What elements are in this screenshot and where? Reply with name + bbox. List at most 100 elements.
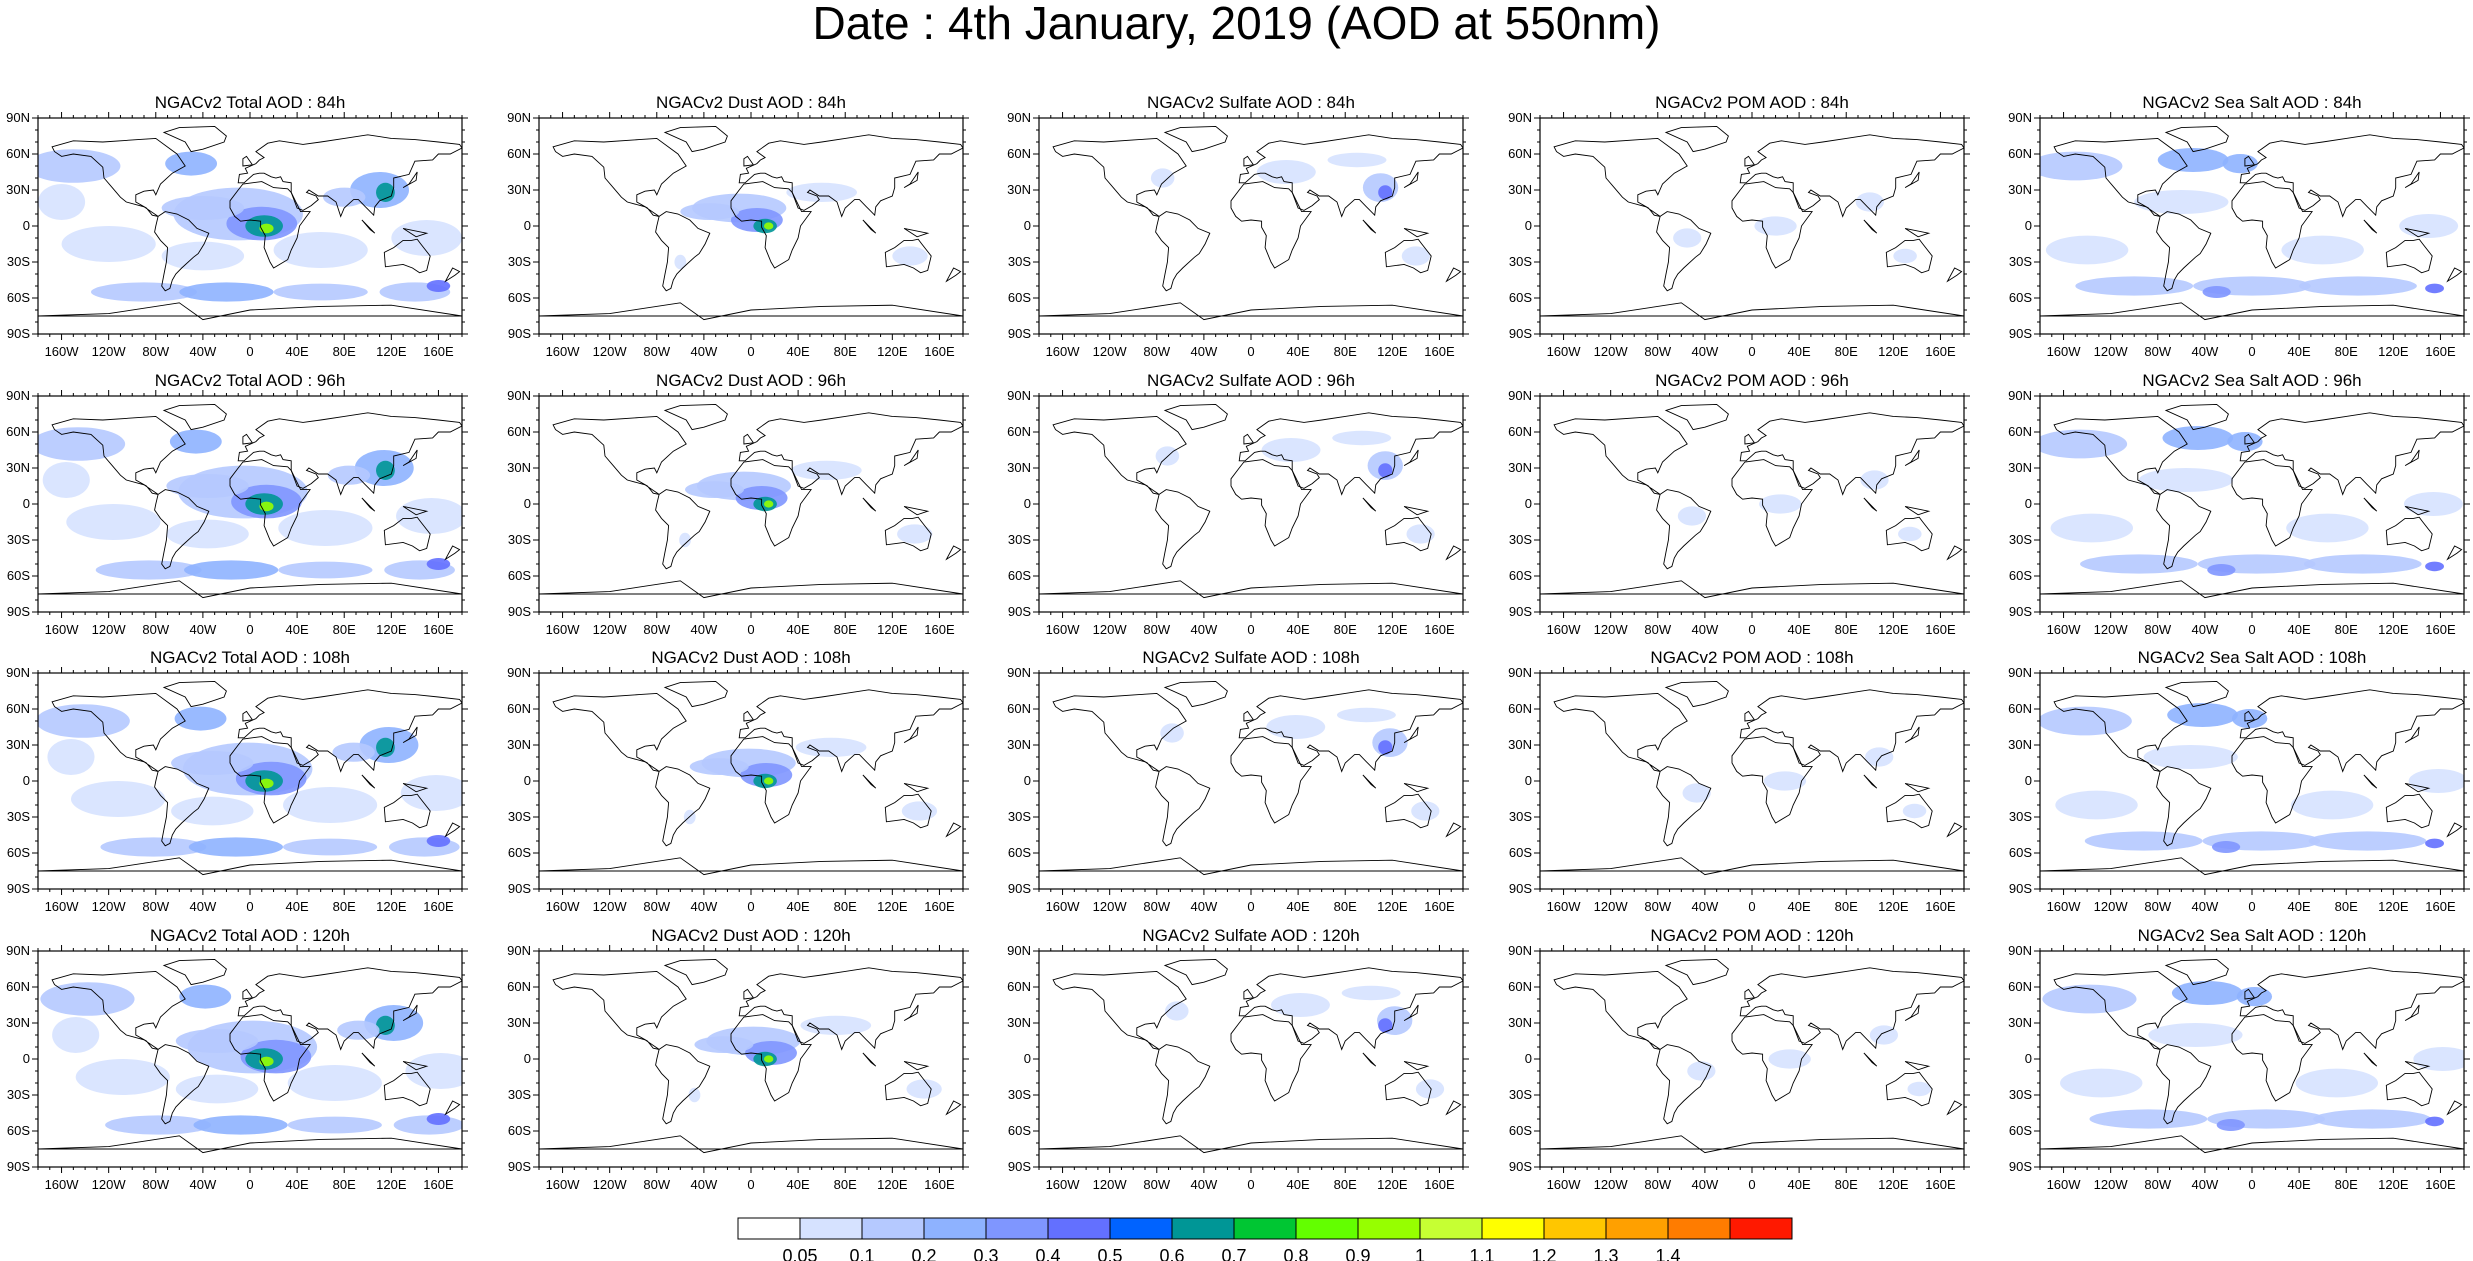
colorbar-swatch: [1667, 1217, 1731, 1240]
lon-tick-label: 120W: [593, 899, 628, 914]
coastline: [1540, 857, 1964, 876]
lon-tick-label: 120E: [877, 344, 908, 359]
aod-patch: [1865, 747, 1894, 767]
lon-tick-label: 40E: [2288, 899, 2311, 914]
aod-patch: [327, 465, 371, 485]
map-panel: 90N 60N 30N 0 30S 60S 90S 160W 120W 80W 40W 0 40E 80E…: [1508, 371, 1970, 637]
lon-tick-label: 120W: [1093, 899, 1128, 914]
lon-tick-label: 160W: [1547, 622, 1582, 637]
lat-tick-label: 30N: [1508, 1015, 1532, 1030]
lon-tick-label: 80W: [643, 1177, 670, 1192]
coastline: [2363, 774, 2378, 789]
aod-patch: [2134, 190, 2229, 214]
lon-tick-label: 160W: [1547, 344, 1582, 359]
coastline: [1946, 822, 1963, 838]
lat-tick-label: 60S: [508, 568, 531, 583]
lat-tick-label: 90N: [1007, 388, 1031, 403]
coastline: [903, 505, 930, 516]
aod-patch: [2413, 1047, 2464, 1071]
coastline: [2385, 516, 2433, 552]
colorbar-swatch: [1047, 1217, 1111, 1240]
lon-tick-label: 80E: [2335, 899, 2358, 914]
aod-patch: [1378, 185, 1393, 200]
coastline: [1744, 155, 1756, 167]
aod-patch: [161, 196, 245, 220]
lon-tick-label: 120W: [2094, 1177, 2129, 1192]
lon-tick-label: 0: [2248, 344, 2255, 359]
lon-tick-label: 80W: [2144, 344, 2171, 359]
aod-patch: [47, 739, 95, 775]
coastline: [903, 1060, 930, 1071]
lon-tick-label: 80W: [142, 1177, 169, 1192]
coastline: [1163, 403, 1228, 431]
lon-tick-label: 40W: [190, 622, 217, 637]
coastline: [1863, 497, 1878, 512]
coastline: [1904, 505, 1931, 516]
lat-tick-label: 30N: [1007, 737, 1031, 752]
coastline: [2040, 580, 2464, 599]
lat-tick-label: 60N: [1508, 701, 1532, 716]
coastline: [1163, 680, 1228, 708]
lon-tick-label: 80W: [2144, 899, 2171, 914]
lat-tick-label: 60S: [1509, 290, 1532, 305]
lon-tick-label: 40W: [1692, 1177, 1719, 1192]
aod-patch: [426, 280, 451, 292]
lat-tick-label: 0: [23, 773, 30, 788]
coastlines: [38, 125, 462, 321]
lat-tick-label: 90S: [2009, 881, 2032, 896]
lon-tick-label: 160E: [2425, 899, 2456, 914]
lon-tick-label: 40W: [190, 899, 217, 914]
lat-tick-label: 90S: [1008, 604, 1031, 619]
coastlines: [38, 958, 462, 1154]
coastline: [2244, 988, 2256, 1000]
coastline: [402, 449, 418, 466]
lat-tick-label: 0: [524, 496, 531, 511]
lat-tick-label: 90N: [1007, 110, 1031, 125]
lat-tick-label: 60N: [1007, 979, 1031, 994]
coastline: [1744, 710, 1756, 722]
lat-tick-label: 60N: [2008, 979, 2032, 994]
coastline: [945, 1100, 962, 1116]
coastline: [361, 774, 376, 789]
aod-patch: [2216, 1119, 2245, 1131]
lat-tick-label: 30N: [1508, 737, 1532, 752]
lon-tick-label: 120E: [1878, 1177, 1909, 1192]
coastline: [1731, 181, 1813, 269]
aod-patch: [171, 796, 254, 826]
coastline: [1904, 726, 1920, 743]
lon-tick-label: 80E: [1835, 622, 1858, 637]
colorbar-swatch: [1295, 1217, 1359, 1240]
coastline: [1731, 736, 1813, 824]
coastline: [862, 497, 877, 512]
coastline: [1540, 580, 1964, 599]
coastlines: [539, 403, 963, 599]
lon-tick-label: 40W: [1191, 1177, 1218, 1192]
lon-tick-label: 160W: [1547, 899, 1582, 914]
lon-tick-label: 80E: [1835, 344, 1858, 359]
lat-tick-label: 60S: [1509, 568, 1532, 583]
colorbar-label: 1.1: [1469, 1246, 1494, 1261]
lat-tick-label: 60N: [1007, 701, 1031, 716]
lat-tick-label: 90S: [7, 326, 30, 341]
coastline: [1946, 1100, 1963, 1116]
lon-tick-label: 40W: [2192, 622, 2219, 637]
aod-patch: [763, 222, 774, 230]
coastline: [162, 680, 227, 708]
aod-patch: [2050, 513, 2134, 543]
lon-tick-label: 0: [1748, 622, 1755, 637]
lat-tick-label: 90S: [508, 881, 531, 896]
lat-tick-label: 30S: [1509, 1087, 1532, 1102]
aod-patch: [2143, 745, 2238, 769]
coastline: [2404, 171, 2420, 188]
lon-tick-label: 160E: [2425, 344, 2456, 359]
lon-tick-label: 40W: [691, 622, 718, 637]
aod-patch: [405, 1053, 462, 1089]
aod-patch: [2222, 154, 2258, 174]
coastline: [2040, 1135, 2464, 1154]
lat-tick-label: 90N: [6, 110, 30, 125]
aod-patch: [680, 203, 740, 221]
aod-patch: [763, 777, 774, 785]
map-panel: 90N 60N 30N 0 30S 60S 90S 160W 120W 80W 40W 0 40E 80E…: [507, 926, 969, 1192]
lat-tick-label: 90N: [1508, 665, 1532, 680]
